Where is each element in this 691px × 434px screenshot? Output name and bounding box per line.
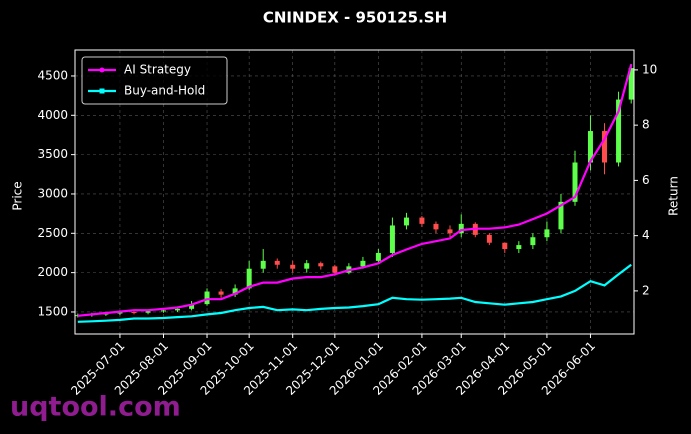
candle-body bbox=[332, 266, 338, 273]
candle-body bbox=[218, 291, 224, 295]
candle-body bbox=[486, 234, 492, 243]
y2-tick-label: 2 bbox=[642, 283, 650, 297]
candle-body bbox=[175, 308, 181, 311]
candle-body bbox=[260, 260, 266, 269]
candle-body bbox=[274, 260, 280, 265]
candle-body bbox=[131, 311, 137, 313]
legend-label: AI Strategy bbox=[124, 63, 191, 77]
candle-body bbox=[419, 217, 425, 224]
candle-body bbox=[458, 223, 464, 234]
candle-body bbox=[530, 237, 536, 246]
candle-body bbox=[502, 242, 508, 250]
candle-body bbox=[616, 99, 622, 163]
line-series bbox=[77, 263, 632, 323]
candle-body bbox=[433, 223, 439, 230]
legend-label: Buy-and-Hold bbox=[124, 84, 205, 98]
y2-tick-label: 4 bbox=[642, 228, 650, 242]
y-tick-label: 2000 bbox=[37, 265, 68, 279]
y-tick-label: 4500 bbox=[37, 68, 68, 82]
y2-tick-label: 10 bbox=[642, 62, 657, 76]
candle-body bbox=[189, 304, 195, 309]
candle-body bbox=[389, 225, 395, 253]
y-tick-label: 2500 bbox=[37, 226, 68, 240]
candle-body bbox=[232, 288, 238, 295]
y-tick-label: 4000 bbox=[37, 108, 68, 122]
candle-body bbox=[403, 217, 409, 226]
candle-body bbox=[160, 310, 166, 312]
candle-body bbox=[375, 252, 381, 261]
y-tick-label: 3500 bbox=[37, 147, 68, 161]
y-tick-label: 3000 bbox=[37, 186, 68, 200]
legend-marker bbox=[99, 67, 105, 73]
y2-axis-label: Return bbox=[667, 176, 681, 216]
candle-body bbox=[558, 201, 564, 230]
candle-body bbox=[587, 131, 593, 163]
candle-body bbox=[304, 263, 310, 269]
candle-body bbox=[117, 311, 123, 314]
plot-frame bbox=[74, 49, 635, 335]
candle-body bbox=[246, 268, 252, 289]
legend-box bbox=[81, 56, 228, 105]
candle-body bbox=[628, 68, 634, 100]
candle-body bbox=[447, 229, 453, 234]
candle-body bbox=[318, 263, 324, 267]
candle-body bbox=[360, 260, 366, 267]
candle-body bbox=[145, 311, 151, 313]
candle-body bbox=[290, 264, 296, 269]
candle-body bbox=[204, 291, 210, 305]
legend-marker bbox=[99, 88, 105, 94]
y-axis-label: Price bbox=[11, 181, 25, 210]
candle-body bbox=[602, 131, 608, 163]
candle-body bbox=[544, 229, 550, 238]
y2-tick-label: 6 bbox=[642, 173, 650, 187]
line-series bbox=[77, 64, 633, 317]
y-tick-label: 1500 bbox=[37, 304, 68, 318]
candle-body bbox=[516, 245, 522, 250]
watermark: uqtool.com bbox=[10, 392, 181, 423]
candle-body bbox=[572, 162, 578, 202]
chart-title: CNINDEX - 950125.SH bbox=[263, 9, 447, 27]
y2-tick-label: 8 bbox=[642, 118, 650, 132]
